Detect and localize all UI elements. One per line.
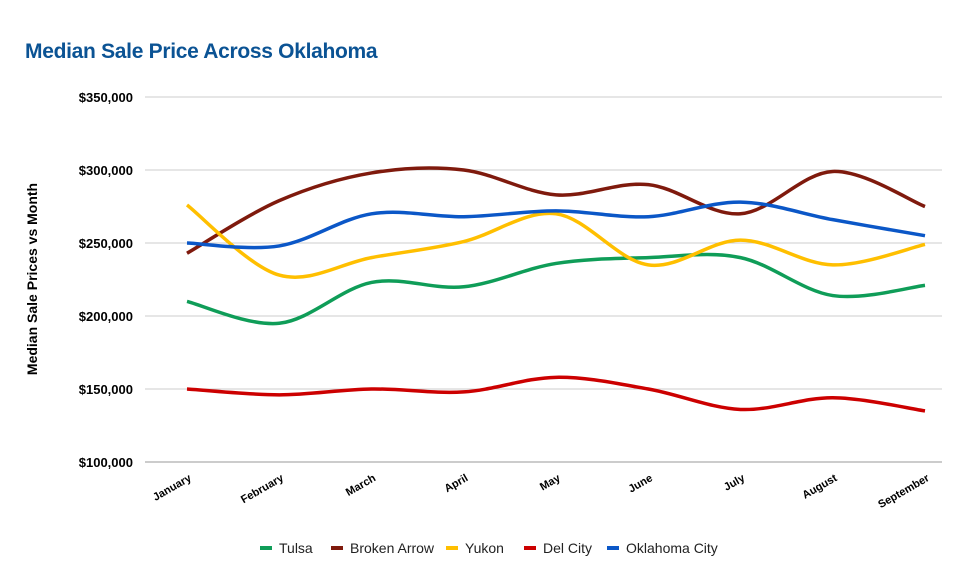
x-tick-label: February [239, 472, 287, 506]
x-tick-label: August [800, 472, 839, 502]
legend-label: Del City [543, 540, 592, 556]
series-line-del-city [186, 375, 926, 413]
legend-label: Tulsa [279, 540, 313, 556]
y-tick-label: $200,000 [79, 309, 133, 324]
x-tick-label: January [151, 472, 194, 504]
x-tick-label: September [876, 472, 932, 511]
x-tick-label: May [538, 472, 563, 494]
x-tick-label: March [344, 472, 378, 499]
y-tick-label: $100,000 [79, 455, 133, 470]
x-tick-label: July [722, 472, 748, 494]
y-tick-label: $250,000 [79, 236, 133, 251]
chart-title: Median Sale Price Across Oklahoma [25, 40, 378, 63]
legend-label: Oklahoma City [626, 540, 718, 556]
x-tick-label: June [627, 472, 655, 495]
series-line-oklahoma-city [186, 200, 926, 250]
y-tick-label: $350,000 [79, 90, 133, 105]
y-tick-label: $150,000 [79, 382, 133, 397]
legend-label: Yukon [465, 540, 504, 556]
y-axis-label: Median Sale Prices vs Month [24, 183, 40, 375]
y-tick-label: $300,000 [79, 163, 133, 178]
series-line-broken-arrow [186, 166, 926, 255]
x-tick-label: April [443, 472, 471, 495]
legend-label: Broken Arrow [350, 540, 435, 556]
series-line-tulsa [186, 252, 926, 326]
